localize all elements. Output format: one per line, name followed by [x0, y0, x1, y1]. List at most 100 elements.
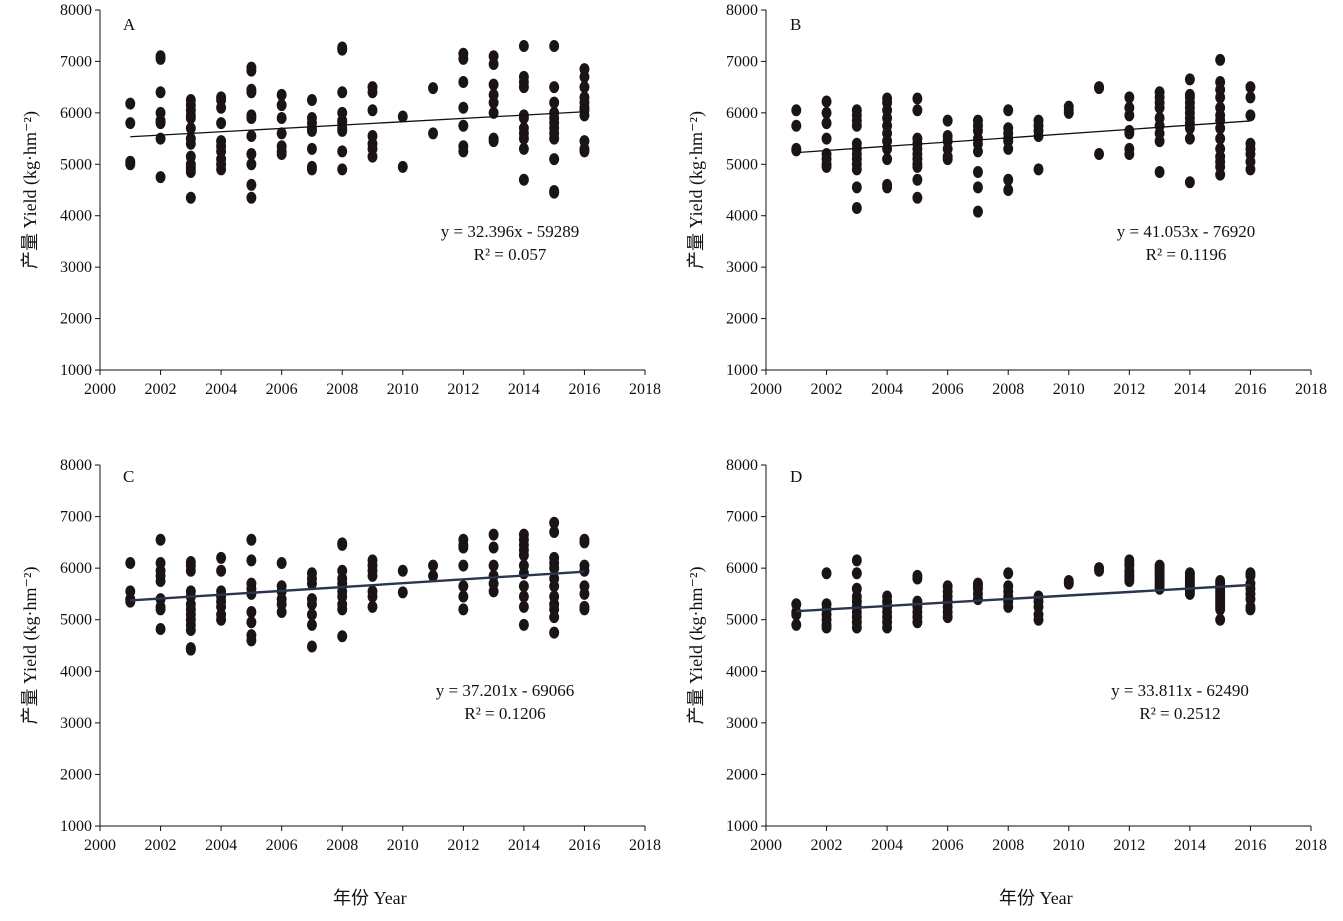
data-point — [1003, 184, 1014, 196]
trend-equation: y = 37.201x - 69066 — [436, 681, 575, 700]
y-tick-label: 2000 — [726, 311, 758, 328]
data-point — [397, 160, 408, 173]
data-point — [1245, 91, 1256, 104]
data-point — [912, 572, 923, 585]
x-tick-label: 2000 — [84, 381, 116, 398]
data-point — [306, 142, 317, 155]
data-point — [125, 117, 136, 130]
data-point — [458, 541, 469, 554]
data-point — [367, 569, 378, 582]
data-point — [246, 634, 257, 647]
x-tick-label: 2016 — [1234, 381, 1266, 398]
data-point — [1245, 603, 1256, 616]
data-point — [276, 605, 287, 618]
data-point — [1094, 82, 1105, 95]
y-axis-title: 产量 Yield (kg·hm⁻²) — [20, 567, 41, 725]
x-tick-label: 2014 — [508, 381, 540, 398]
data-point — [1094, 564, 1105, 577]
y-tick-label: 6000 — [60, 560, 92, 577]
data-point — [125, 97, 136, 110]
data-point — [912, 160, 923, 173]
r-squared-label: R² = 0.1206 — [464, 704, 545, 723]
x-tick-label: 2006 — [932, 381, 964, 398]
x-tick-label: 2004 — [205, 381, 237, 398]
x-tick-label: 2016 — [568, 837, 600, 854]
data-point — [488, 559, 499, 572]
y-tick-label: 3000 — [726, 715, 758, 732]
data-point — [306, 598, 317, 611]
data-point — [397, 564, 408, 577]
data-point — [367, 150, 378, 163]
data-point — [155, 533, 166, 546]
data-point — [458, 590, 469, 603]
x-tick-label: 2006 — [266, 381, 298, 398]
data-point — [549, 96, 560, 109]
data-point — [882, 621, 893, 634]
y-tick-label: 1000 — [726, 362, 758, 379]
trend-line — [130, 111, 585, 138]
data-point — [791, 618, 802, 631]
x-tick-label: 2002 — [811, 837, 843, 854]
data-point — [821, 567, 832, 580]
data-point — [397, 110, 408, 123]
x-tick-label: 2016 — [568, 381, 600, 398]
data-point — [216, 564, 227, 577]
data-point — [1033, 613, 1044, 626]
data-point — [1215, 91, 1226, 104]
data-point — [851, 163, 862, 176]
data-point — [337, 124, 348, 137]
x-tick-label: 2004 — [871, 381, 903, 398]
data-point — [821, 621, 832, 634]
data-point — [549, 626, 560, 639]
data-point — [1245, 163, 1256, 176]
data-point — [488, 58, 499, 70]
data-point — [549, 516, 560, 529]
data-point — [942, 611, 953, 624]
data-point — [1003, 104, 1014, 117]
x-tick-label: 2006 — [932, 837, 964, 854]
data-point — [972, 205, 983, 218]
chart-panel-d: 1000 2000 3000 4000 5000 6000 7000 8000 2000 2002… — [686, 457, 1327, 854]
chart-panel-c: 1000 2000 3000 4000 5000 6000 7000 8000 2000 2002… — [20, 457, 661, 854]
y-tick-label: 2000 — [60, 766, 92, 783]
data-point — [518, 580, 529, 593]
chart-panel-b: 1000 2000 3000 4000 5000 6000 7000 8000 2000 2002… — [686, 2, 1327, 398]
data-point — [216, 551, 227, 564]
data-point — [276, 556, 287, 569]
x-tick-label: 2002 — [145, 381, 177, 398]
trend-line — [796, 120, 1251, 154]
data-point — [428, 569, 439, 582]
data-point — [549, 81, 560, 94]
data-point — [1184, 132, 1195, 145]
data-point — [488, 78, 499, 91]
data-point — [185, 643, 196, 656]
data-point — [1215, 168, 1226, 181]
data-point — [337, 630, 348, 643]
data-point — [851, 119, 862, 132]
y-axis-title: 产量 Yield (kg·hm⁻²) — [686, 567, 707, 725]
data-point — [458, 101, 469, 114]
data-point — [1003, 567, 1014, 580]
data-point — [549, 562, 560, 575]
x-tick-label: 2014 — [1174, 381, 1206, 398]
y-tick-label: 3000 — [726, 259, 758, 276]
data-point — [155, 575, 166, 588]
panel-label: B — [790, 15, 801, 34]
data-point — [155, 171, 166, 184]
panel-label: A — [123, 15, 136, 34]
data-point — [246, 191, 257, 204]
data-point — [972, 181, 983, 194]
y-tick-label: 8000 — [726, 457, 758, 474]
y-tick-label: 7000 — [60, 509, 92, 526]
x-tick-label: 2018 — [1295, 381, 1327, 398]
x-axis-title-right: 年份 Year — [999, 888, 1073, 908]
data-point — [185, 624, 196, 637]
y-tick-label: 5000 — [60, 612, 92, 629]
data-point — [306, 124, 317, 137]
y-tick-label: 4000 — [60, 663, 92, 680]
data-point — [488, 135, 499, 148]
data-point — [246, 178, 257, 191]
data-point — [579, 81, 590, 94]
data-point — [912, 92, 923, 105]
